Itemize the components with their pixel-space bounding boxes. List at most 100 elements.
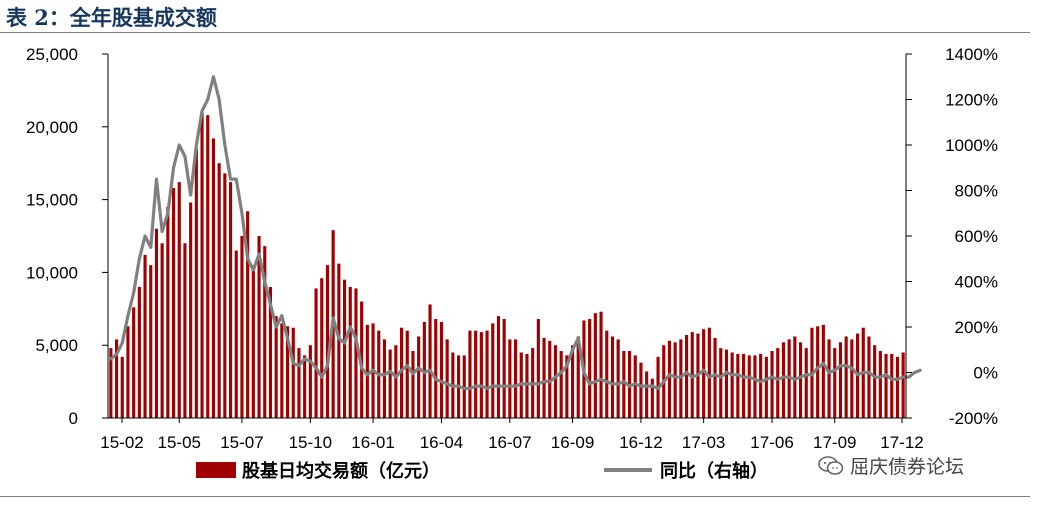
bar <box>719 348 723 418</box>
bar <box>508 339 512 418</box>
legend-swatch-bar <box>196 462 236 478</box>
y-left-tick-label: 15,000 <box>26 191 78 210</box>
bar <box>263 246 267 418</box>
x-tick-label: 16-12 <box>619 433 662 452</box>
bar <box>679 339 683 418</box>
bar <box>223 173 227 418</box>
bar <box>382 339 387 418</box>
bar <box>673 342 677 418</box>
yoy-line <box>109 75 922 391</box>
y-right-tick-label: 1400% <box>945 45 998 64</box>
bar <box>816 326 820 418</box>
bar <box>588 318 592 418</box>
bar <box>183 243 187 418</box>
bar <box>553 345 558 418</box>
bar <box>109 348 113 418</box>
bar <box>274 316 278 418</box>
bar <box>684 335 689 418</box>
bar <box>206 115 210 419</box>
bar <box>154 228 159 418</box>
bar <box>200 112 204 419</box>
bar <box>525 353 529 418</box>
y-right-tick-label: 400% <box>955 273 998 292</box>
bar <box>650 378 654 418</box>
bar <box>320 278 324 418</box>
bar <box>308 345 312 418</box>
bar <box>445 339 449 418</box>
bar <box>878 351 882 418</box>
bar <box>474 330 478 418</box>
bar <box>633 355 637 418</box>
legend-label-bar: 股基日均交易额（亿元） <box>241 460 440 482</box>
bar <box>599 311 603 418</box>
bar <box>821 324 825 418</box>
watermark: 屈庆债券论坛 <box>818 452 964 479</box>
x-tick-label: 15-05 <box>158 433 201 452</box>
y-right-tick-label: 200% <box>955 318 998 337</box>
bar <box>576 336 580 418</box>
bar <box>388 349 392 418</box>
bar <box>234 250 238 418</box>
bar <box>120 356 124 418</box>
bar <box>639 362 643 418</box>
bar <box>753 355 757 418</box>
bar <box>354 288 358 418</box>
bar <box>171 187 176 418</box>
bar <box>565 355 569 418</box>
bar <box>513 339 518 418</box>
bar <box>844 336 848 418</box>
bar <box>217 163 221 418</box>
bar <box>798 342 803 418</box>
x-tick-label: 17-12 <box>880 433 923 452</box>
bar <box>570 345 575 418</box>
bar <box>741 353 746 418</box>
wechat-icon <box>818 455 844 477</box>
bar <box>610 336 615 418</box>
bar <box>257 236 261 418</box>
bar <box>536 318 540 418</box>
bar <box>804 348 808 418</box>
bar <box>593 313 597 418</box>
bar <box>605 330 609 418</box>
bar <box>325 265 330 418</box>
x-tick-label: 17-09 <box>813 433 856 452</box>
bar <box>411 351 415 418</box>
bar <box>485 330 489 418</box>
bar <box>291 327 295 418</box>
x-tick-label: 17-06 <box>750 433 793 452</box>
bar <box>850 339 854 418</box>
bar <box>194 148 198 418</box>
bar <box>314 288 318 418</box>
bar <box>428 304 432 418</box>
bar <box>827 339 831 418</box>
bar <box>149 265 153 418</box>
bar <box>548 340 552 418</box>
y-left-tick-label: 10,000 <box>26 263 78 282</box>
y-left-tick-label: 0 <box>69 409 78 428</box>
y-left-tick-label: 5,000 <box>35 336 78 355</box>
bar <box>713 337 717 418</box>
bar <box>895 356 900 418</box>
bar <box>884 353 888 418</box>
bar <box>297 348 301 418</box>
bar <box>724 349 729 418</box>
bar <box>502 318 506 418</box>
bar <box>838 342 843 418</box>
bar <box>730 352 734 418</box>
bar <box>901 352 905 418</box>
legend-label-line: 同比（右轴） <box>660 460 768 482</box>
bar <box>890 353 894 418</box>
bar <box>867 336 871 418</box>
bar <box>166 206 170 418</box>
bar <box>707 327 711 418</box>
x-tick-label: 16-01 <box>351 433 394 452</box>
bar <box>246 211 250 418</box>
bar <box>622 351 626 418</box>
bar <box>479 332 483 418</box>
bar <box>439 321 444 418</box>
y-right-tick-label: 1200% <box>945 91 998 110</box>
bar <box>240 236 244 418</box>
top-divider <box>0 32 1030 33</box>
x-tick-label: 17-03 <box>682 433 725 452</box>
bar <box>462 355 466 418</box>
